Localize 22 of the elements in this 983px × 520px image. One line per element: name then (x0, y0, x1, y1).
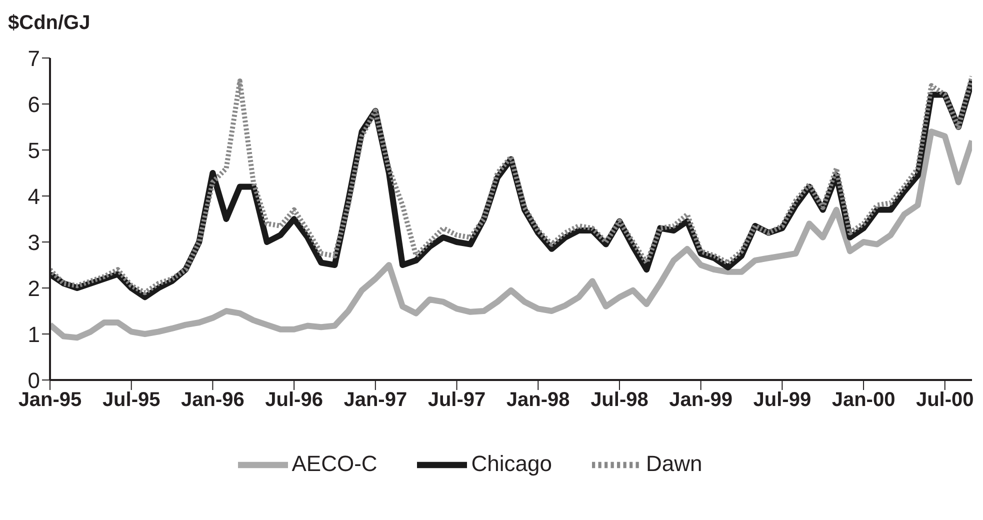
x-tick-label: Jul-99 (753, 389, 812, 412)
legend-label: Dawn (646, 450, 702, 476)
x-tick-label: Jul-95 (102, 389, 160, 412)
y-tick-label: 6 (28, 92, 40, 117)
x-tick-label: Jan-99 (669, 389, 733, 412)
y-tick-label: 1 (28, 322, 40, 347)
x-tick-label: Jul-00 (916, 389, 974, 412)
y-tick-label: 7 (28, 46, 40, 71)
x-tick-label: Jan-96 (181, 389, 244, 412)
x-tick-label: Jan-00 (832, 389, 896, 412)
legend-label: Chicago (471, 450, 552, 476)
x-tick-label: Jan-97 (344, 389, 408, 412)
x-tick-label: Jul-98 (590, 389, 648, 412)
y-tick-label: 2 (28, 276, 40, 301)
y-tick-label: 5 (28, 138, 40, 163)
y-tick-label: 3 (28, 230, 40, 255)
legend-label: AECO-C (292, 450, 378, 476)
x-tick-label: Jul-97 (428, 389, 486, 412)
y-axis-title: $Cdn/GJ (8, 12, 90, 35)
y-tick-label: 4 (28, 184, 40, 209)
x-tick-label: Jan-98 (506, 389, 570, 412)
x-tick-label: Jul-96 (265, 389, 323, 412)
